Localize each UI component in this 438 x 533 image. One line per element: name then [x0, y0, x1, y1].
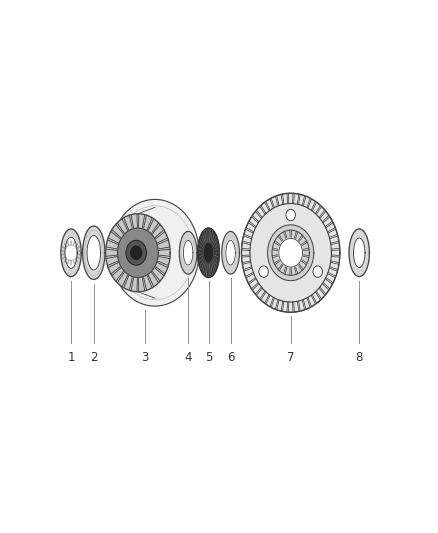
Polygon shape — [83, 226, 105, 279]
Polygon shape — [349, 229, 369, 277]
Polygon shape — [126, 240, 146, 265]
Text: 5: 5 — [205, 351, 212, 364]
Text: 6: 6 — [227, 351, 234, 364]
Polygon shape — [203, 243, 214, 263]
Polygon shape — [222, 231, 240, 274]
Polygon shape — [241, 193, 340, 312]
Text: 3: 3 — [141, 351, 148, 364]
Polygon shape — [198, 228, 219, 277]
Polygon shape — [184, 240, 193, 265]
Circle shape — [259, 266, 268, 277]
Text: 2: 2 — [90, 351, 98, 364]
Polygon shape — [87, 236, 101, 270]
Text: 4: 4 — [184, 351, 192, 364]
Polygon shape — [61, 229, 81, 277]
Polygon shape — [65, 237, 77, 268]
Polygon shape — [179, 231, 197, 274]
Polygon shape — [131, 246, 141, 260]
Circle shape — [286, 209, 295, 221]
Polygon shape — [117, 228, 158, 277]
Polygon shape — [226, 240, 235, 265]
Polygon shape — [353, 238, 365, 268]
Polygon shape — [106, 214, 170, 292]
Circle shape — [313, 266, 322, 277]
Text: 7: 7 — [287, 351, 294, 364]
Polygon shape — [268, 225, 314, 281]
Polygon shape — [111, 199, 199, 306]
Text: 8: 8 — [356, 351, 363, 364]
Polygon shape — [279, 238, 303, 267]
Text: 1: 1 — [67, 351, 75, 364]
